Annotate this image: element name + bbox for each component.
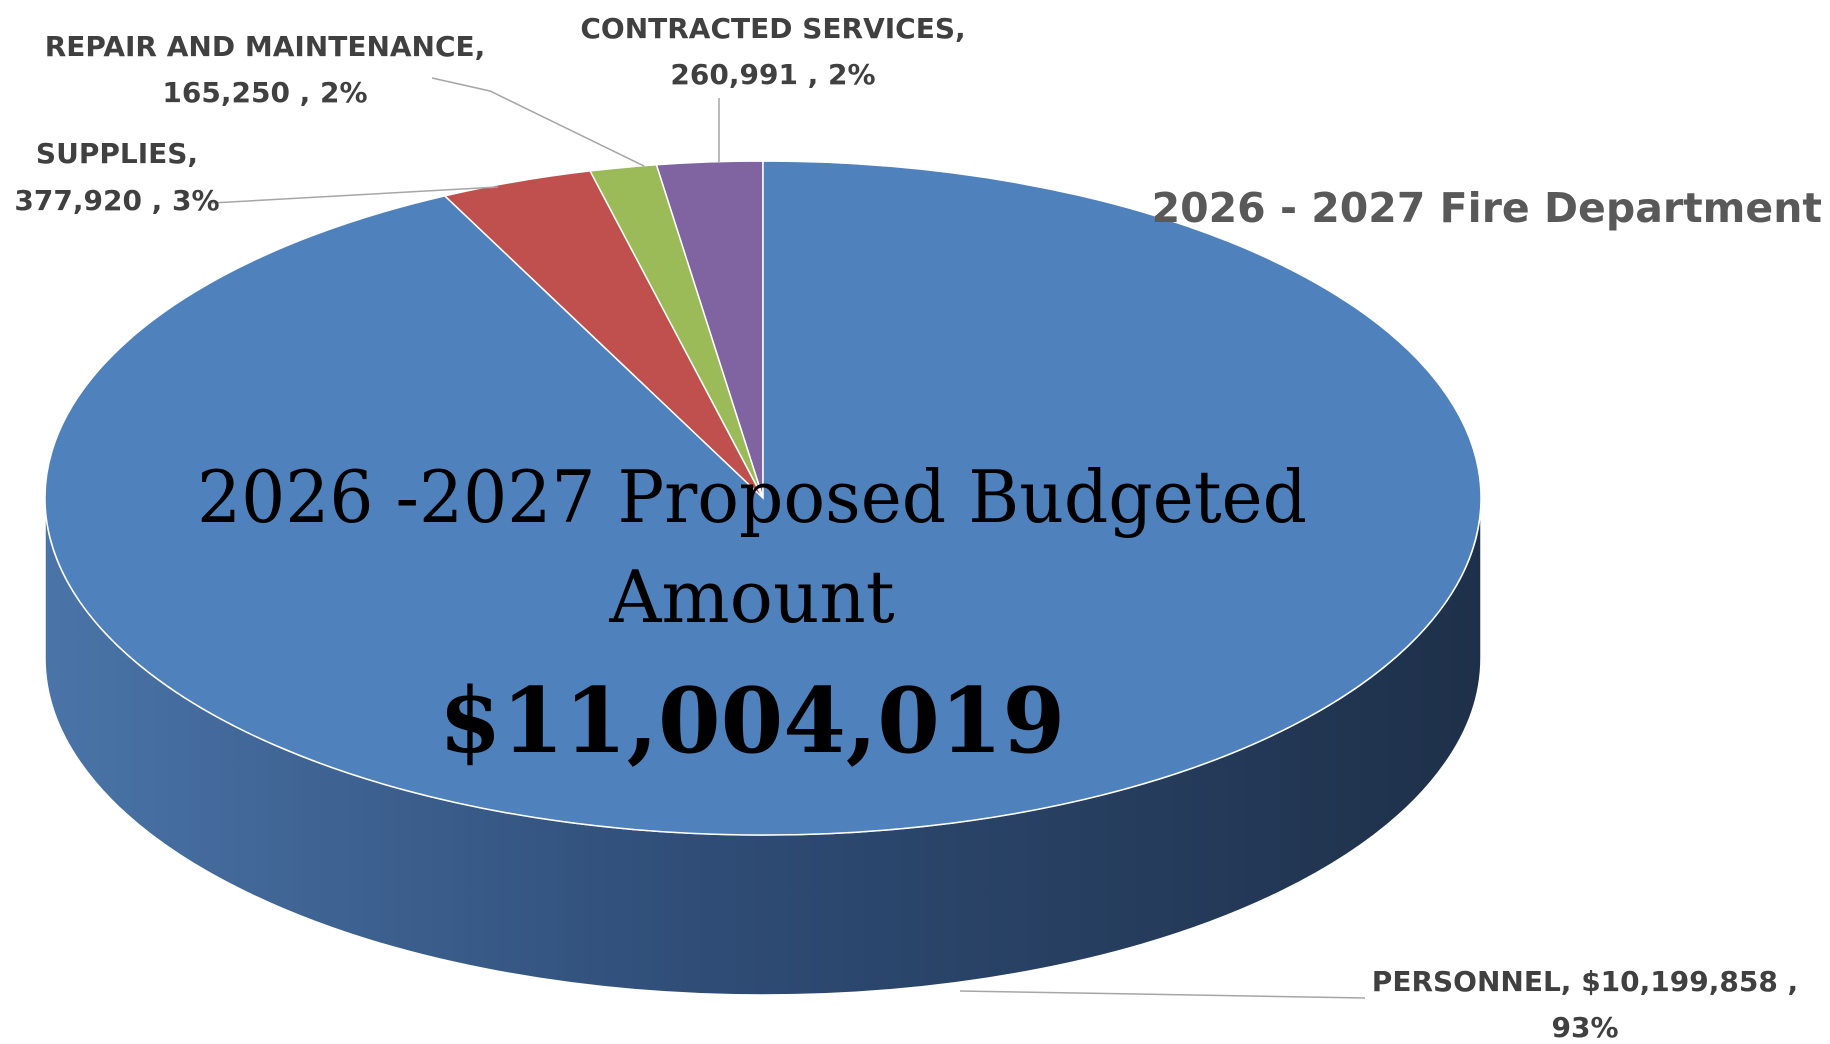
- data-label-personnel-2: 93%: [1551, 1011, 1618, 1044]
- data-label-repair-2: 165,250 , 2%: [162, 76, 367, 109]
- data-label-supplies-2: 377,920 , 3%: [14, 184, 219, 217]
- leader-line-personnel: [959, 990, 1366, 999]
- leader-line-repair: [431, 77, 645, 167]
- data-label-personnel-1: PERSONNEL, $10,199,858 ,: [1372, 965, 1798, 998]
- center-heading-line-1: 2026 -2027 Proposed Budgeted: [197, 455, 1307, 539]
- chart-title: 2026 - 2027 Fire Department: [1152, 184, 1822, 232]
- leader-lines: [211, 77, 1366, 999]
- pie-slices: [44, 160, 1482, 836]
- pie-slice-personnel: [44, 160, 1482, 836]
- data-label-supplies-1: SUPPLIES,: [36, 137, 198, 170]
- data-label-contracted-2: 260,991 , 2%: [670, 58, 875, 91]
- data-label-contracted-1: CONTRACTED SERVICES,: [580, 12, 965, 45]
- leader-line-supplies: [211, 186, 499, 204]
- center-total-amount: $11,004,019: [439, 668, 1065, 774]
- data-label-repair-1: REPAIR AND MAINTENANCE,: [45, 30, 486, 63]
- center-heading-line-2: Amount: [608, 555, 894, 639]
